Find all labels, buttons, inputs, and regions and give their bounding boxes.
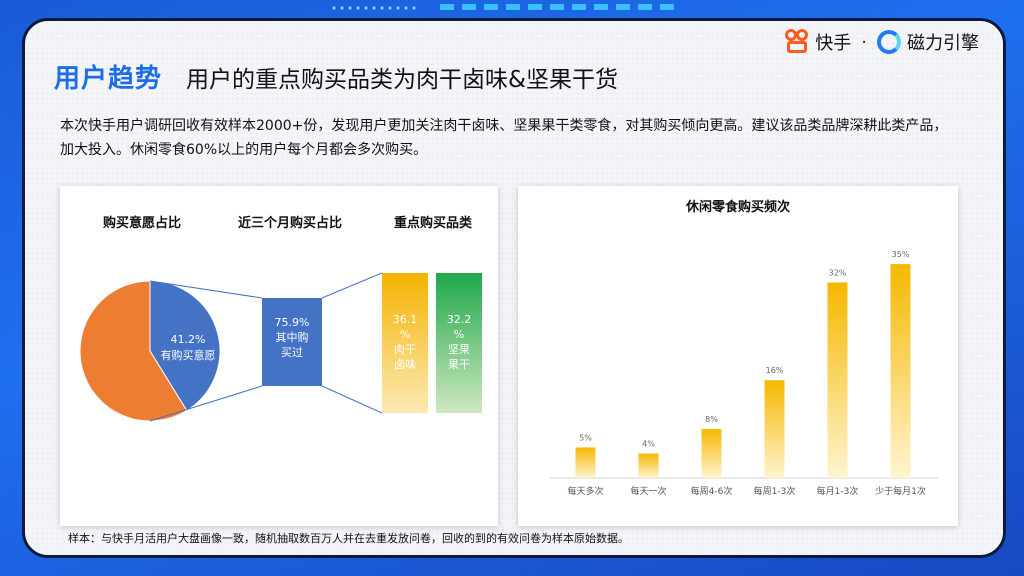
frequency-chart: 5% 每天多次 4% 每天一次 8% 每周4-6次 16% 每周1-3次 32% 每月1-3次 35… (550, 250, 938, 497)
freq-bar (701, 429, 722, 478)
category-title: 重点购买品类 (393, 216, 472, 231)
freq-bar (575, 447, 596, 478)
bar-nuts (436, 273, 482, 413)
pie-title: 购买意愿占比 (102, 216, 181, 231)
bar-jerky (382, 273, 428, 413)
pie-slice-1 (79, 280, 188, 422)
freq-category-label: 每周4-6次 (691, 485, 733, 497)
frequency-panel: 休闲零食购买频次 5% 每天多次 4% 每天一次 8% 每周4-6次 16% 每周1-3次 32… (518, 186, 958, 526)
freq-bar-data-label: 16% (766, 366, 784, 375)
decor-bar (440, 4, 680, 10)
funnel-panel: 购买意愿占比 近三个月购买占比 重点购买品类 41.2% 有购买意愿 75.9%其… (60, 186, 498, 526)
decor-dots (330, 4, 420, 12)
section-tag: 用户趋势 (54, 64, 163, 94)
freq-category-label: 少于每月1次 (875, 485, 926, 497)
freq-bar (890, 264, 911, 478)
freq-bar-data-label: 5% (579, 433, 592, 442)
freq-bar (764, 380, 785, 478)
frequency-title: 休闲零食购买频次 (685, 200, 790, 215)
logo-cili-text: 磁力引擎 (907, 33, 979, 54)
intro-text: 本次快手用户调研回收有效样本2000+份，发现用户更加关注肉干卤味、坚果果干类零… (60, 118, 948, 158)
bar-three-month-title: 近三个月购买占比 (237, 216, 342, 231)
freq-bar-data-label: 32% (829, 268, 847, 277)
footnote: 样本：与快手月活用户大盘画像一致，随机抽取数百万人并在去重发放问卷，回收的到的有… (68, 532, 629, 545)
freq-bar-data-label: 35% (892, 250, 910, 259)
freq-category-label: 每月1-3次 (817, 485, 859, 497)
logo-kuaishou-text: 快手 (815, 33, 852, 54)
pie-slice-value: 41.2% (171, 333, 206, 346)
kuaishou-logo-icon (785, 29, 811, 55)
freq-bar-data-label: 4% (642, 440, 655, 449)
freq-bar (638, 453, 659, 478)
freq-bar (827, 282, 848, 478)
logo-separator: · (861, 31, 867, 53)
pie-slice-label: 有购买意愿 (161, 348, 216, 362)
cili-logo-icon (877, 30, 901, 54)
funnel-chart: 41.2% 有购买意愿 75.9%其中购买过 36.1 %肉干卤味 32.2 %坚果果… (79, 272, 482, 422)
brand-logo: 快手 · 磁力引擎 (785, 29, 979, 55)
freq-bar-data-label: 8% (705, 415, 718, 424)
bar-nuts-label: 32.2 %坚果果干 (447, 313, 472, 371)
bar-purchased (262, 298, 322, 386)
freq-category-label: 每天一次 (630, 485, 666, 497)
freq-category-label: 每周1-3次 (754, 485, 796, 497)
title-row: 用户趋势 用户的重点购买品类为肉干卤味&坚果干货 (54, 58, 618, 95)
bar-purchased-label: 75.9%其中购买过 (275, 316, 310, 359)
freq-category-label: 每天多次 (567, 485, 603, 497)
page-title: 用户的重点购买品类为肉干卤味&坚果干货 (186, 66, 618, 93)
bar-jerky-label: 36.1 %肉干卤味 (393, 313, 418, 371)
